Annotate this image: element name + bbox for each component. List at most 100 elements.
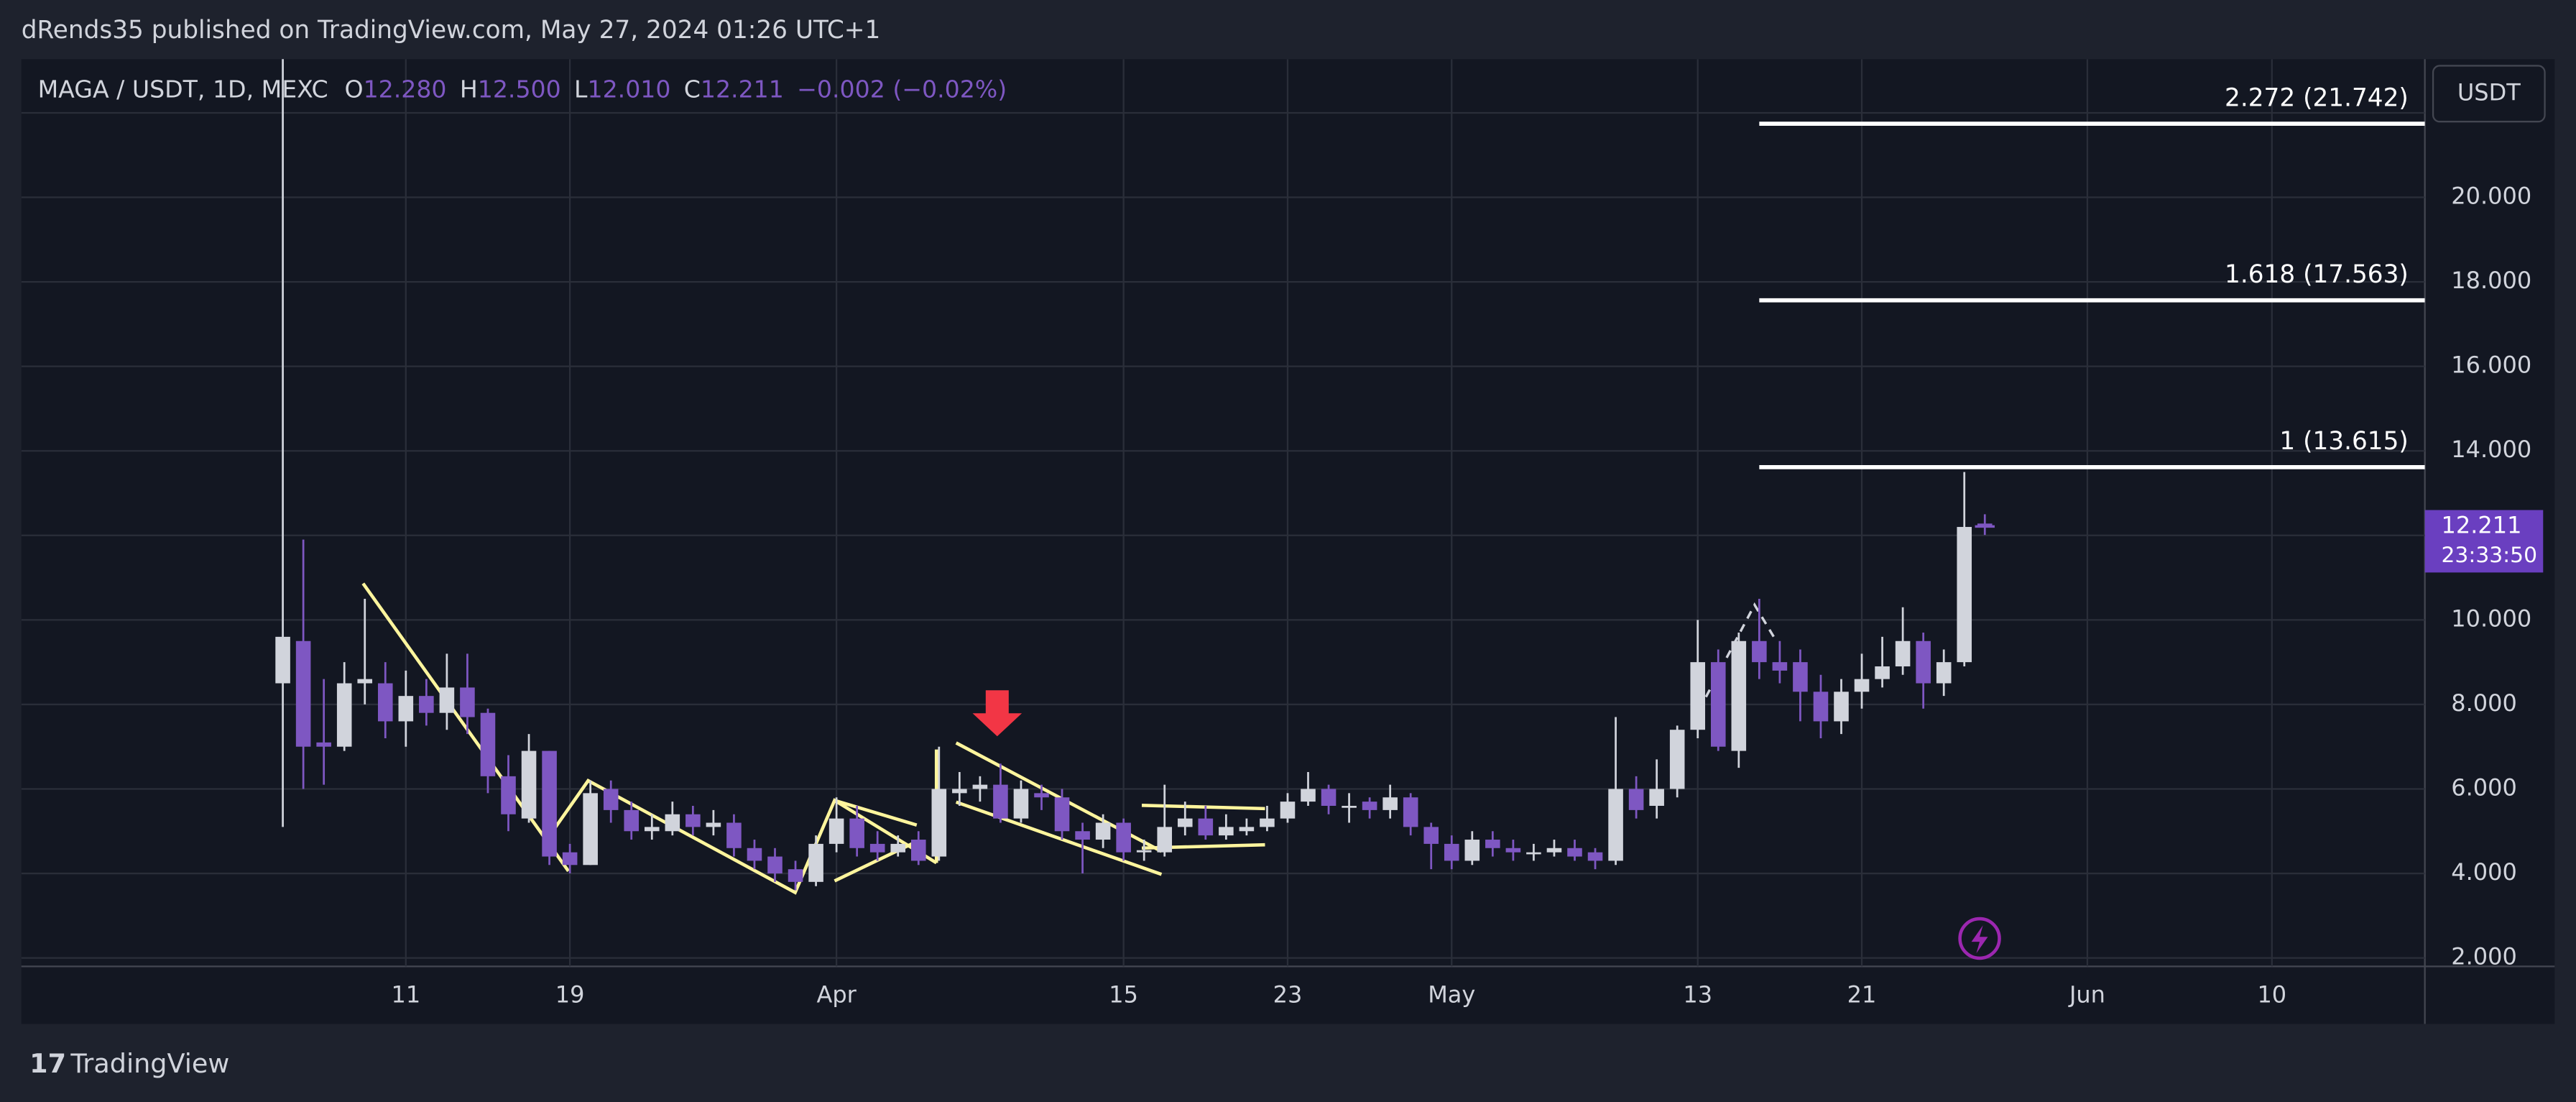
candle-body bbox=[1936, 662, 1952, 684]
candle-body bbox=[377, 683, 393, 722]
header-text: dRends35 published on TradingView.com, M… bbox=[22, 16, 881, 45]
y-tick-label: 20.000 bbox=[2451, 183, 2531, 210]
candle-body bbox=[1301, 789, 1316, 802]
candle-body bbox=[849, 818, 864, 848]
ohlc-value: 12.280 bbox=[364, 75, 447, 103]
candle-body bbox=[993, 784, 1008, 819]
candle-body bbox=[952, 789, 967, 794]
candle-body bbox=[1587, 852, 1603, 861]
candle-body bbox=[316, 742, 331, 747]
candle-body bbox=[1834, 692, 1849, 722]
y-tick-label: 6.000 bbox=[2451, 773, 2517, 801]
candle-body bbox=[1526, 852, 1541, 855]
candle-body bbox=[890, 843, 906, 853]
candle-body bbox=[1669, 730, 1685, 789]
candle-body bbox=[1854, 679, 1870, 692]
x-tick-label: May bbox=[1428, 981, 1475, 1009]
candle-body bbox=[869, 843, 885, 853]
ohlc-value: 12.500 bbox=[478, 75, 561, 103]
candle-body bbox=[1977, 523, 1993, 527]
candle-body bbox=[542, 750, 557, 857]
candle-body bbox=[521, 750, 537, 819]
candle-body bbox=[1444, 843, 1459, 861]
candle-body bbox=[336, 683, 352, 747]
y-tick-label: 18.000 bbox=[2451, 267, 2531, 294]
ohlc-key: C bbox=[684, 75, 701, 103]
candle-body bbox=[1546, 848, 1562, 853]
candle-body bbox=[1321, 789, 1337, 807]
candle-body bbox=[1157, 827, 1173, 853]
ohlc-value: 12.211 bbox=[701, 75, 784, 103]
candle-body bbox=[1362, 802, 1377, 810]
y-tick-label: 8.000 bbox=[2451, 689, 2517, 717]
lightning-icon[interactable] bbox=[1958, 917, 2001, 960]
candle-body bbox=[788, 869, 803, 882]
candle-body bbox=[1280, 802, 1296, 819]
logo: TradingView bbox=[70, 1048, 229, 1079]
candle-body bbox=[1403, 797, 1418, 827]
candle-body bbox=[1690, 662, 1706, 730]
x-tick-label: 23 bbox=[1273, 981, 1303, 1009]
candle-body bbox=[603, 789, 619, 810]
x-tick-label: Apr bbox=[816, 981, 857, 1009]
legend: MAGA / USDT, 1D, MEXC O12.280 H12.500 L12.0… bbox=[38, 75, 1007, 103]
candle-body bbox=[1567, 848, 1582, 857]
y-tick-label: 2.000 bbox=[2451, 943, 2517, 970]
candle-body bbox=[1034, 793, 1049, 798]
candle-body bbox=[1198, 818, 1214, 836]
candle-body bbox=[1752, 640, 1767, 663]
candle-body bbox=[1239, 827, 1255, 832]
candle-body bbox=[562, 852, 578, 865]
candle-body bbox=[480, 712, 496, 776]
x-tick-label: 13 bbox=[1683, 981, 1712, 1009]
candle-body bbox=[501, 776, 516, 814]
candle-body bbox=[972, 784, 988, 789]
candle-body bbox=[1075, 831, 1090, 840]
last-price-tag bbox=[2424, 510, 2544, 573]
trend-line bbox=[361, 582, 570, 873]
trend-line bbox=[1141, 804, 1265, 811]
ohlc-key: H bbox=[460, 75, 478, 103]
currency-button[interactable] bbox=[2432, 65, 2546, 123]
candle-body bbox=[767, 856, 783, 874]
candle-body bbox=[357, 679, 373, 684]
candle-body bbox=[1731, 640, 1747, 751]
candle-body bbox=[1895, 640, 1911, 667]
trend-line bbox=[834, 799, 918, 827]
fib-label: 1 (13.615) bbox=[2279, 427, 2408, 456]
candle-body bbox=[1916, 640, 1931, 684]
trend-line bbox=[544, 779, 938, 895]
candle-body bbox=[1772, 662, 1788, 671]
candle-body bbox=[583, 793, 598, 865]
candle-body bbox=[624, 809, 640, 832]
x-tick-label: Jun bbox=[2068, 981, 2105, 1009]
currency-label: USDT bbox=[2457, 78, 2521, 106]
candle-body bbox=[1342, 806, 1357, 808]
symbol: MAGA / USDT, 1D, MEXC bbox=[38, 75, 328, 103]
logo-mark: 17 bbox=[29, 1048, 66, 1079]
ohlc-key: L bbox=[574, 75, 588, 103]
trend-line bbox=[955, 800, 1163, 876]
x-tick-label: 11 bbox=[391, 981, 420, 1009]
countdown-label: 23:33:50 bbox=[2442, 543, 2537, 568]
ohlc-key: O bbox=[344, 75, 363, 103]
candle-body bbox=[1464, 840, 1480, 861]
candle-body bbox=[1219, 827, 1234, 836]
candle-body bbox=[1013, 789, 1029, 819]
candle-body bbox=[1116, 822, 1131, 853]
candle-body bbox=[275, 636, 290, 684]
fib-label: 1.618 (17.563) bbox=[2225, 260, 2409, 289]
candle-body bbox=[665, 814, 680, 832]
last-price-label: 12.211 bbox=[2442, 511, 2522, 538]
candle-body bbox=[910, 840, 926, 861]
ohlc-value: 12.010 bbox=[587, 75, 670, 103]
x-tick-label: 21 bbox=[1847, 981, 1877, 1009]
candle-body bbox=[1136, 850, 1152, 853]
candle-body bbox=[1095, 822, 1111, 840]
candle-body bbox=[1957, 527, 1972, 663]
y-tick-label: 4.000 bbox=[2451, 858, 2517, 886]
x-tick-label: 15 bbox=[1109, 981, 1138, 1009]
candle-body bbox=[685, 814, 701, 827]
candle-body bbox=[1382, 797, 1398, 810]
